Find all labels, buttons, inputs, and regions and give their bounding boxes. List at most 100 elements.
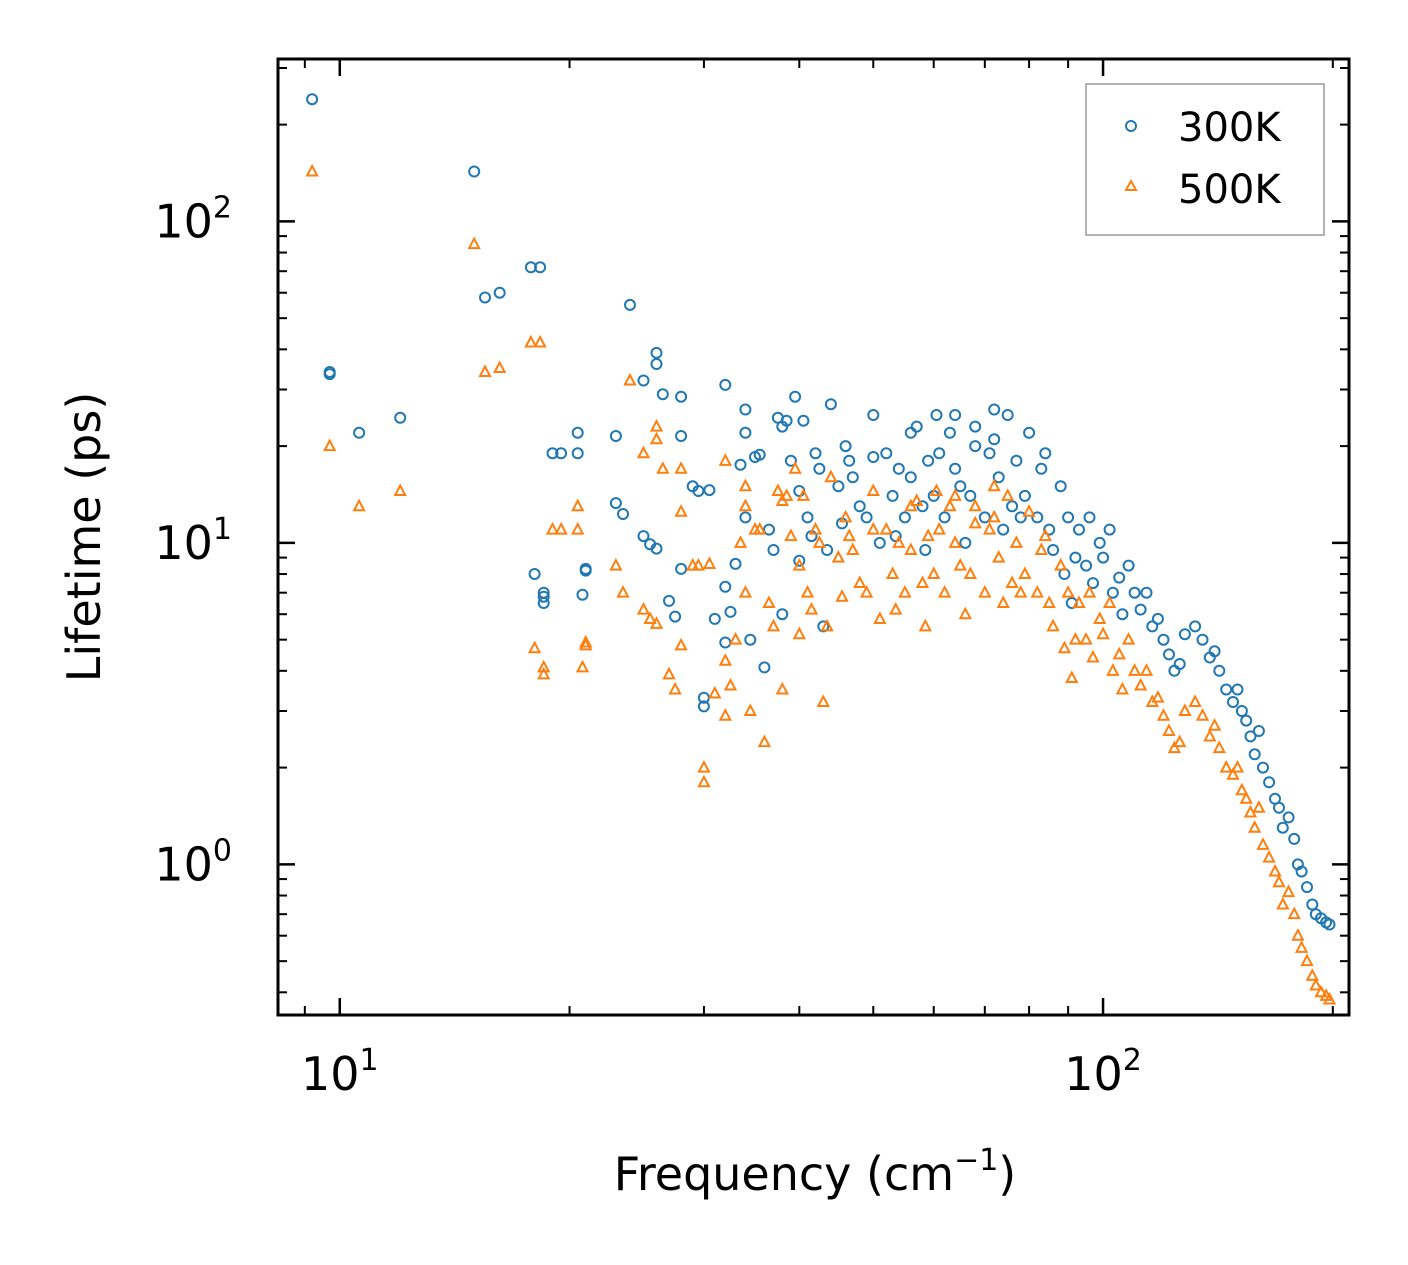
point-300k — [1208, 645, 1221, 658]
point-300k — [839, 440, 852, 453]
point-500k — [668, 681, 682, 695]
point-500k — [643, 611, 657, 624]
point-500k — [816, 694, 830, 707]
point-500k — [674, 637, 688, 651]
point-300k — [992, 471, 1005, 484]
point-300k — [988, 403, 1001, 416]
point-500k — [948, 535, 962, 548]
x-tick-label: 101 — [301, 1043, 379, 1101]
point-300k — [889, 530, 902, 543]
point-300k — [669, 610, 682, 623]
point-300k — [954, 480, 967, 493]
y-tick-label: 100 — [154, 833, 232, 891]
point-500k — [352, 498, 366, 512]
point-300k — [353, 426, 366, 439]
point-500k — [708, 685, 722, 699]
legend-marker-300k — [1125, 120, 1137, 132]
point-300k — [537, 590, 550, 603]
point-500k — [697, 774, 711, 788]
point-500k — [779, 488, 794, 501]
point-500k — [1121, 632, 1136, 645]
point-500k — [656, 461, 670, 474]
point-500k — [1057, 640, 1072, 654]
point-300k — [1276, 821, 1289, 834]
point-300k — [306, 93, 319, 106]
point-300k — [797, 414, 810, 427]
point-500k — [1102, 595, 1117, 609]
point-300k — [1018, 489, 1031, 502]
point-300k — [758, 661, 771, 674]
point-300k — [537, 597, 550, 609]
point-500k — [1022, 504, 1036, 517]
point-300k — [571, 426, 584, 439]
point-500k — [1276, 896, 1290, 910]
point-300k — [763, 523, 775, 536]
point-300k — [919, 544, 932, 556]
point-500k — [904, 542, 918, 556]
point-300k — [1252, 725, 1265, 737]
x-axis-title: Frequency (cm−1) — [614, 1143, 1017, 1201]
point-300k — [873, 536, 886, 549]
point-500k — [1294, 940, 1309, 953]
point-300k — [846, 471, 859, 484]
point-500k — [824, 469, 838, 483]
x-tick-labels: 101 102 — [301, 1043, 1142, 1101]
point-300k — [784, 454, 797, 467]
data-markers — [305, 93, 1337, 1005]
point-300k — [1220, 683, 1233, 696]
major-ticks — [278, 59, 1349, 1015]
point-500k — [1287, 906, 1301, 920]
point-300k — [809, 447, 822, 460]
point-300k — [528, 568, 541, 580]
point-300k — [1080, 559, 1093, 572]
point-300k — [729, 557, 742, 570]
point-500k — [579, 634, 593, 648]
point-300k — [617, 508, 629, 520]
point-300k — [898, 511, 911, 524]
point-300k — [1023, 426, 1036, 439]
point-300k — [692, 485, 705, 497]
point-300k — [1093, 536, 1106, 549]
point-500k — [921, 528, 935, 542]
y-tick-labels: 100 101 102 — [154, 190, 232, 891]
point-500k — [1256, 837, 1270, 850]
point-500k — [831, 549, 846, 563]
point-500k — [835, 589, 849, 602]
point-500k — [762, 595, 776, 609]
point-500k — [775, 681, 789, 695]
point-300k — [323, 368, 336, 381]
point-500k — [958, 606, 972, 620]
point-300k — [969, 440, 982, 453]
point-500k — [963, 566, 977, 580]
point-300k — [1106, 586, 1119, 599]
point-300k — [1097, 551, 1110, 564]
point-300k — [1043, 523, 1056, 536]
point-300k — [1157, 633, 1170, 646]
point-300k — [832, 480, 845, 493]
point-300k — [867, 409, 880, 421]
point-500k — [987, 509, 1001, 523]
point-300k — [922, 454, 935, 467]
point-500k — [1093, 611, 1107, 624]
point-300k — [1240, 714, 1253, 727]
point-300k — [724, 605, 737, 618]
point-500k — [1188, 694, 1202, 707]
point-500k — [1079, 632, 1093, 645]
point-500k — [846, 542, 860, 556]
point-500k — [1096, 626, 1110, 640]
point-300k — [1151, 612, 1164, 625]
point-500k — [1046, 618, 1060, 632]
point-300k — [534, 261, 547, 274]
point-300k — [1031, 511, 1044, 524]
point-500k — [1112, 646, 1126, 660]
legend-frame — [1085, 83, 1325, 236]
point-500k — [323, 438, 337, 452]
point-500k — [1291, 928, 1305, 941]
point-500k — [1018, 566, 1032, 580]
point-300k — [853, 500, 866, 513]
point-500k — [697, 759, 711, 773]
point-500k — [662, 666, 676, 680]
point-500k — [1127, 663, 1142, 676]
point-500k — [898, 585, 912, 598]
